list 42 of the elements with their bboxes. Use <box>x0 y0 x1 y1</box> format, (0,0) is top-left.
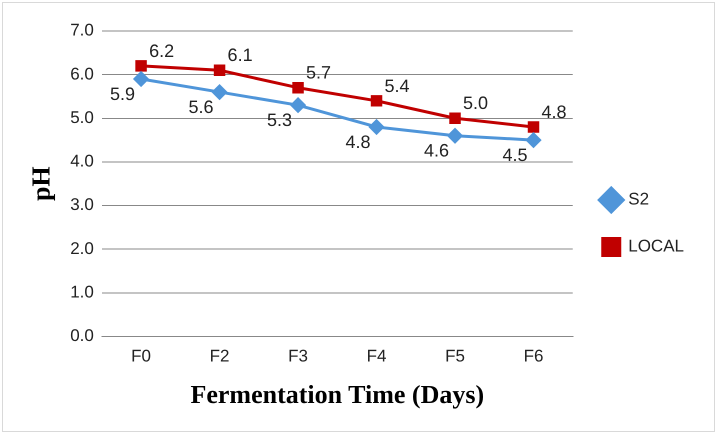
point <box>134 71 149 86</box>
point <box>448 128 463 144</box>
y-tick-label: 7.0 <box>70 20 94 40</box>
point <box>135 60 147 72</box>
data-label: 5.6 <box>188 97 214 118</box>
x-tick-label: F3 <box>288 346 308 366</box>
y-tick-label: 3.0 <box>70 195 94 214</box>
x-tick-label: F6 <box>524 346 544 366</box>
point <box>526 132 542 148</box>
point <box>214 64 226 76</box>
data-label: 6.2 <box>149 40 174 61</box>
y-tick-label: 2.0 <box>70 238 94 258</box>
point <box>290 98 306 113</box>
y-tick-label: 5.0 <box>70 108 94 127</box>
x-tick-label: F0 <box>131 346 151 366</box>
point <box>212 84 228 100</box>
data-label: 4.8 <box>542 102 567 122</box>
point <box>449 112 461 124</box>
data-label: 5.0 <box>463 93 488 114</box>
y-tick-label: 0.0 <box>70 326 94 346</box>
data-label: 4.5 <box>502 145 528 166</box>
x-tick-label: F5 <box>445 346 465 366</box>
y-tick-label: 4.0 <box>70 152 94 171</box>
data-label: 5.7 <box>306 62 332 83</box>
y-axis-title: pH <box>26 166 56 202</box>
data-label: 4.6 <box>424 140 450 161</box>
y-tick-label: 1.0 <box>70 282 94 302</box>
data-label: 5.9 <box>110 84 136 104</box>
data-label: 4.8 <box>346 132 371 152</box>
point <box>528 121 540 133</box>
x-axis-title: Fermentation Time (Days) <box>190 380 484 410</box>
legend-label: S2 <box>628 190 650 209</box>
point <box>292 82 304 94</box>
y-tick-label: 6.0 <box>70 64 94 84</box>
point <box>369 119 384 134</box>
data-label: 5.3 <box>267 110 292 130</box>
legend-label: LOCAL <box>628 236 684 256</box>
x-tick-label: F4 <box>366 346 386 366</box>
data-label: 5.4 <box>384 76 410 96</box>
data-label: 6.1 <box>228 45 253 66</box>
x-tick-label: F2 <box>210 346 230 366</box>
point <box>370 95 382 107</box>
